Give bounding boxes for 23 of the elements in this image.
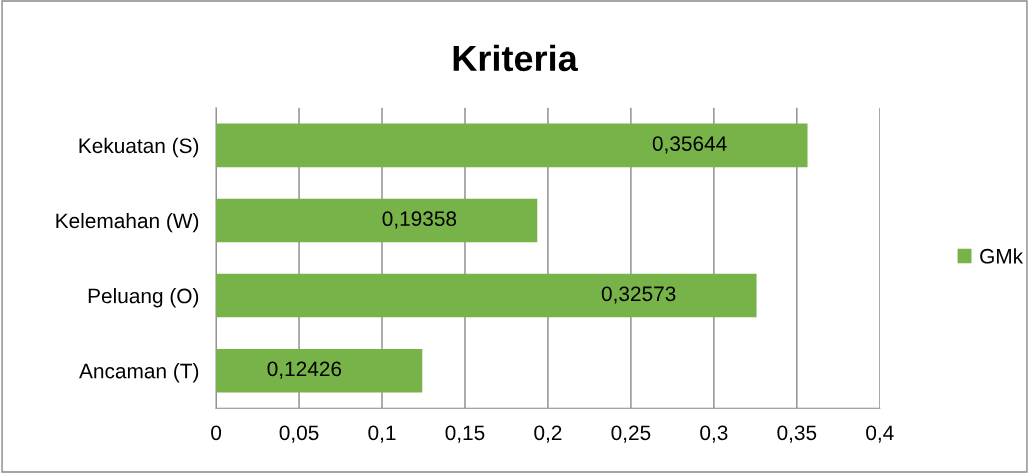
x-tick-label: 0,3 — [700, 425, 728, 443]
y-tick-label: Kelemahan (W) — [56, 212, 199, 233]
data-label: 0,35644 — [652, 136, 727, 154]
x-tick-label: 0,05 — [279, 425, 319, 443]
x-tick-label: 0,4 — [866, 425, 894, 443]
bar — [216, 273, 757, 318]
y-tick-label: Ancaman (T) — [79, 363, 199, 383]
x-tick-label: 0,1 — [368, 425, 396, 443]
chart-title: Kriteria — [453, 44, 578, 72]
data-label: 0,19358 — [382, 211, 457, 229]
data-label: 0,12426 — [267, 361, 342, 379]
x-tick-label: 0,35 — [777, 425, 817, 443]
x-tick-label: 0,25 — [611, 425, 651, 443]
legend-label: GMk — [980, 248, 1024, 264]
bar — [216, 198, 538, 243]
bar — [216, 348, 423, 393]
bar — [216, 123, 808, 168]
x-tick-label: 0,15 — [445, 425, 485, 443]
y-tick-label: Peluang (O) — [88, 288, 199, 308]
y-tick-label: Kekuatan (S) — [79, 137, 199, 158]
x-tick-label: 0 — [211, 425, 222, 441]
x-tick-label: 0,2 — [534, 425, 562, 443]
data-label: 0,32573 — [601, 286, 676, 304]
